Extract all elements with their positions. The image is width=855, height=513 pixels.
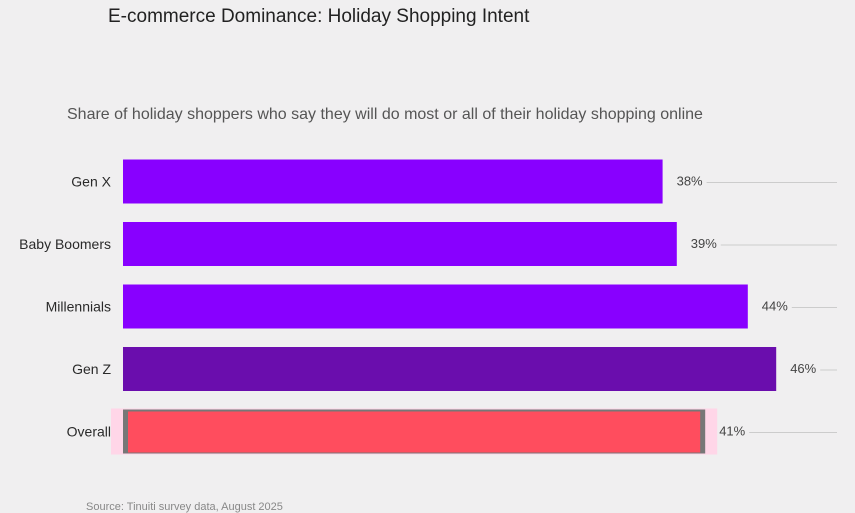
- category-label-millennials: Millennials: [46, 299, 111, 315]
- source-note: Source: Tinuiti survey data, August 2025: [86, 501, 283, 513]
- bar-overall: [128, 411, 701, 453]
- chart-title: E-commerce Dominance: Holiday Shopping I…: [108, 6, 530, 27]
- bar-gen-z: [123, 347, 777, 391]
- category-label-baby-boomers: Baby Boomers: [19, 236, 111, 252]
- value-label-overall: 41%: [719, 424, 745, 439]
- bar-millennials: [123, 284, 748, 329]
- bar-chart: Gen X 38% Baby Boomers 39% Millennials 44% Gen…: [19, 159, 837, 455]
- bar-baby-boomers: [123, 222, 677, 266]
- value-label-baby-boomers: 39%: [691, 236, 717, 251]
- chart-subtitle: Share of holiday shoppers who say they w…: [67, 106, 703, 123]
- category-label-overall: Overall: [67, 424, 111, 440]
- value-label-gen-x: 38%: [677, 174, 703, 189]
- category-label-gen-z: Gen Z: [72, 361, 111, 377]
- category-label-gen-x: Gen X: [71, 174, 111, 190]
- value-label-millennials: 44%: [762, 299, 788, 314]
- value-label-gen-z: 46%: [790, 361, 816, 376]
- bar-gen-x: [123, 159, 663, 204]
